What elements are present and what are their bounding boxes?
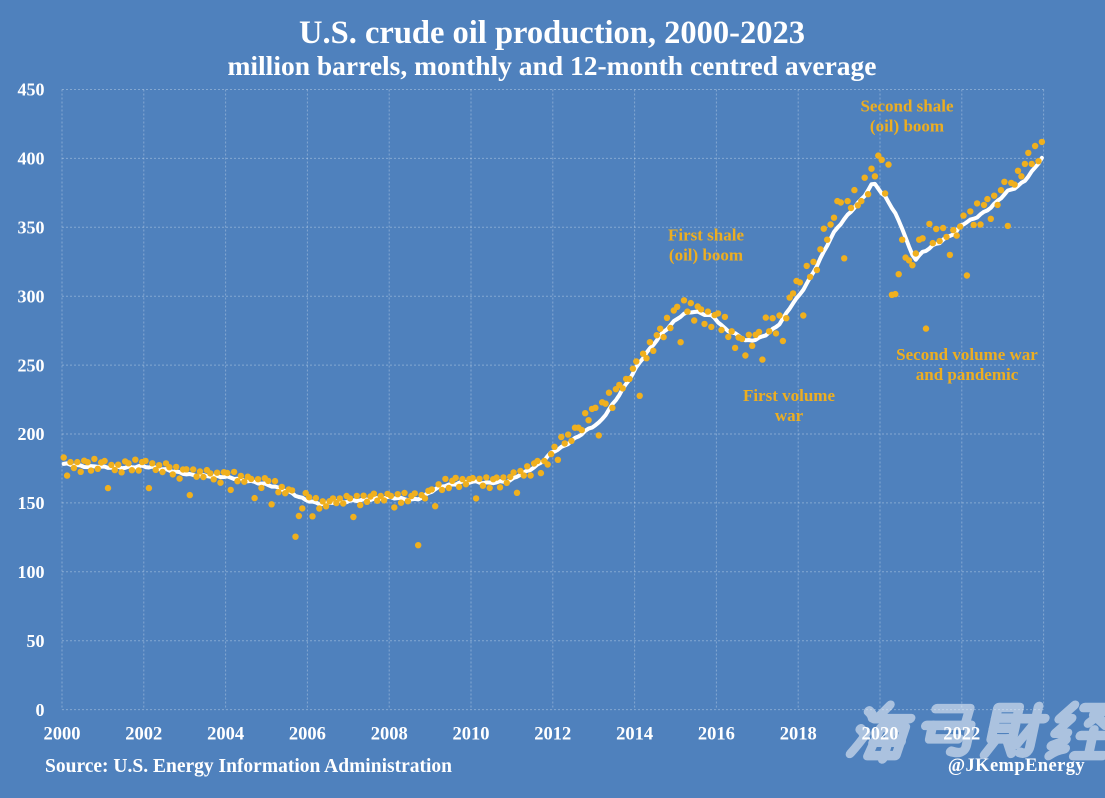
svg-text:(oil) boom: (oil) boom bbox=[669, 246, 743, 265]
svg-text:2006: 2006 bbox=[289, 725, 326, 745]
svg-text:Second shale: Second shale bbox=[860, 97, 953, 116]
svg-text:300: 300 bbox=[18, 286, 45, 306]
svg-text:2012: 2012 bbox=[534, 725, 571, 745]
svg-text:2018: 2018 bbox=[780, 725, 817, 745]
svg-text:250: 250 bbox=[18, 355, 45, 375]
svg-text:2002: 2002 bbox=[125, 725, 162, 745]
svg-text:150: 150 bbox=[18, 493, 45, 513]
svg-text:450: 450 bbox=[18, 80, 45, 100]
svg-text:war: war bbox=[775, 406, 804, 425]
svg-text:Second volume war: Second volume war bbox=[896, 345, 1038, 364]
svg-text:and pandemic: and pandemic bbox=[916, 365, 1019, 384]
svg-text:Source: U.S. Energy Informatio: Source: U.S. Energy Information Administ… bbox=[45, 756, 452, 777]
svg-text:350: 350 bbox=[18, 218, 45, 238]
svg-text:100: 100 bbox=[18, 562, 45, 582]
svg-text:2016: 2016 bbox=[698, 725, 735, 745]
svg-text:million barrels, monthly and 1: million barrels, monthly and 12-month ce… bbox=[227, 50, 876, 81]
svg-text:2000: 2000 bbox=[44, 725, 81, 745]
svg-text:2008: 2008 bbox=[371, 725, 408, 745]
svg-text:First volume: First volume bbox=[743, 386, 836, 405]
svg-text:2004: 2004 bbox=[207, 725, 244, 745]
svg-text:U.S. crude oil production, 200: U.S. crude oil production, 2000-2023 bbox=[299, 15, 805, 51]
svg-text:0: 0 bbox=[36, 700, 45, 720]
svg-text:50: 50 bbox=[27, 631, 45, 651]
svg-text:(oil) boom: (oil) boom bbox=[870, 117, 944, 136]
svg-text:200: 200 bbox=[18, 424, 45, 444]
svg-text:@JKempEnergy: @JKempEnergy bbox=[948, 756, 1085, 776]
svg-text:400: 400 bbox=[18, 149, 45, 169]
svg-text:2014: 2014 bbox=[616, 725, 653, 745]
svg-text:First shale: First shale bbox=[668, 226, 744, 245]
svg-text:2010: 2010 bbox=[453, 725, 490, 745]
